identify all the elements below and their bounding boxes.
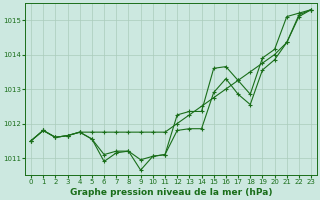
- X-axis label: Graphe pression niveau de la mer (hPa): Graphe pression niveau de la mer (hPa): [70, 188, 272, 197]
